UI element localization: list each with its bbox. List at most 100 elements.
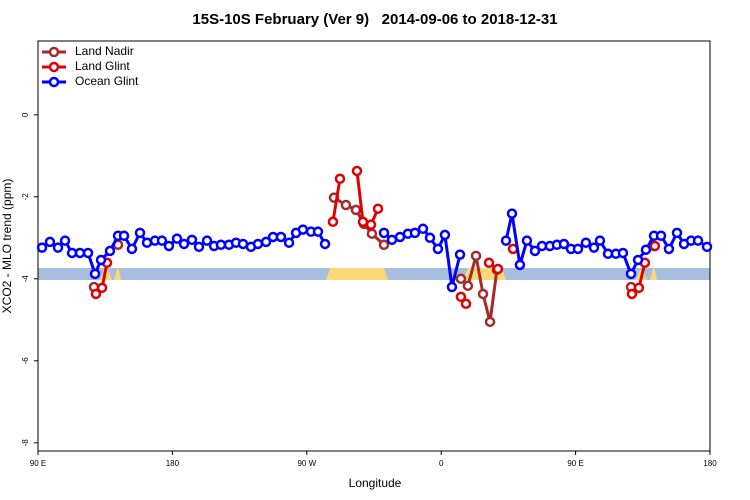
point bbox=[671, 227, 683, 239]
legend-label: Land Glint bbox=[75, 59, 130, 73]
point bbox=[365, 219, 377, 230]
x-tick-label: 90 E bbox=[567, 459, 583, 468]
point bbox=[260, 236, 272, 248]
x-tick-label: 90 E bbox=[30, 459, 46, 468]
point bbox=[297, 224, 309, 235]
y-tick-label: -4 bbox=[21, 275, 30, 283]
point bbox=[312, 226, 324, 237]
x-tick-label: 180 bbox=[166, 459, 180, 468]
x-tick-label: 90 W bbox=[297, 459, 316, 468]
y-tick-label: -6 bbox=[21, 357, 30, 365]
point bbox=[506, 208, 518, 219]
point bbox=[483, 257, 495, 269]
point bbox=[351, 165, 363, 177]
point bbox=[59, 235, 71, 246]
point bbox=[439, 229, 451, 241]
point bbox=[460, 298, 472, 310]
point bbox=[484, 316, 496, 328]
y-tick-label: -8 bbox=[21, 439, 30, 447]
point bbox=[328, 192, 340, 203]
point bbox=[514, 259, 526, 271]
point bbox=[454, 249, 466, 260]
land-strip bbox=[38, 266, 710, 280]
point bbox=[500, 235, 512, 246]
point bbox=[558, 238, 570, 250]
point bbox=[74, 247, 86, 259]
x-tick-label: 180 bbox=[703, 459, 717, 468]
point bbox=[625, 268, 637, 280]
point bbox=[409, 227, 421, 239]
legend-label: Ocean Glint bbox=[75, 74, 139, 88]
x-tick-label: 0 bbox=[439, 459, 444, 468]
point bbox=[319, 238, 331, 250]
point bbox=[95, 254, 107, 266]
point bbox=[617, 247, 629, 259]
point bbox=[633, 282, 645, 294]
point bbox=[126, 243, 138, 255]
point bbox=[357, 216, 369, 228]
point bbox=[186, 234, 198, 246]
point bbox=[417, 223, 429, 235]
point bbox=[252, 238, 264, 250]
point bbox=[334, 173, 346, 185]
y-tick-label: -2 bbox=[21, 193, 30, 201]
point bbox=[82, 247, 94, 259]
point bbox=[340, 199, 352, 211]
point bbox=[104, 245, 116, 257]
chart-title: 15S-10S February (Ver 9) 2014-09-06 to 2… bbox=[192, 11, 557, 28]
point bbox=[572, 243, 584, 255]
point bbox=[424, 232, 436, 244]
point bbox=[275, 231, 287, 243]
point bbox=[193, 241, 205, 253]
point bbox=[386, 234, 398, 246]
legend-marker bbox=[48, 61, 60, 73]
point bbox=[588, 242, 600, 253]
point bbox=[134, 227, 146, 239]
point bbox=[492, 263, 504, 275]
point bbox=[366, 228, 378, 239]
point bbox=[350, 204, 362, 216]
point bbox=[178, 238, 190, 250]
point bbox=[632, 254, 644, 266]
land-band bbox=[114, 266, 121, 280]
point bbox=[470, 250, 482, 262]
point bbox=[626, 288, 638, 300]
point bbox=[649, 240, 661, 252]
point bbox=[663, 243, 675, 255]
point bbox=[477, 288, 489, 300]
point bbox=[455, 291, 467, 303]
point bbox=[640, 244, 652, 255]
point bbox=[655, 230, 667, 241]
legend-marker bbox=[48, 76, 60, 88]
point bbox=[36, 242, 48, 253]
point bbox=[89, 268, 101, 280]
point bbox=[378, 239, 390, 251]
point bbox=[692, 235, 704, 246]
land-band bbox=[326, 268, 388, 280]
point bbox=[52, 242, 64, 253]
legend-marker bbox=[48, 46, 60, 58]
point bbox=[701, 241, 713, 253]
point bbox=[201, 235, 213, 246]
point bbox=[283, 237, 295, 248]
land-band bbox=[650, 266, 657, 280]
point bbox=[156, 235, 168, 246]
point bbox=[529, 245, 541, 257]
point bbox=[446, 281, 458, 293]
point bbox=[118, 230, 130, 241]
point bbox=[44, 236, 56, 248]
y-axis-label: XCO2 - MLO trend (ppm) bbox=[0, 179, 14, 314]
legend-label: Land Nadir bbox=[75, 44, 134, 58]
point bbox=[455, 273, 467, 285]
point bbox=[594, 235, 606, 246]
point bbox=[171, 233, 183, 244]
point bbox=[521, 235, 533, 246]
x-axis-label: Longitude bbox=[349, 476, 402, 490]
point bbox=[96, 282, 108, 294]
point bbox=[372, 203, 384, 214]
point bbox=[462, 280, 474, 292]
point bbox=[215, 239, 227, 251]
point bbox=[378, 227, 390, 239]
point bbox=[580, 237, 592, 248]
